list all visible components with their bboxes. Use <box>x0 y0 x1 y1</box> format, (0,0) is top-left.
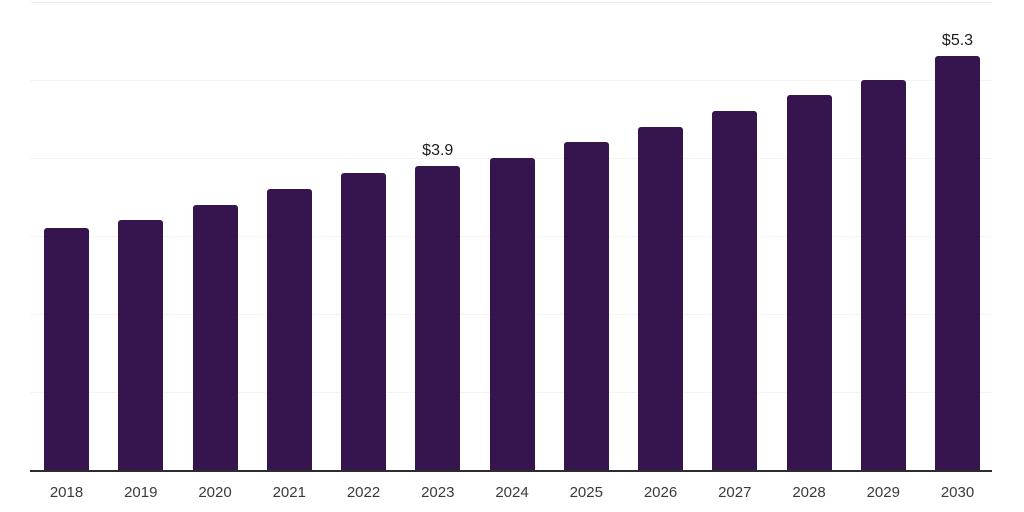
x-tick-label-2020: 2020 <box>198 484 232 501</box>
x-tick-label-2025: 2025 <box>569 484 603 501</box>
bar-value-label-2023: $3.9 <box>422 141 454 159</box>
bar-2023 <box>415 165 461 471</box>
bar-2022 <box>341 173 386 471</box>
bar-2028 <box>786 95 832 471</box>
bar-2027 <box>712 110 758 471</box>
bar-2021 <box>266 189 312 471</box>
bar-2019 <box>118 220 164 471</box>
gridline-6 <box>30 1 992 3</box>
x-tick-label-2029: 2029 <box>866 484 900 501</box>
x-axis-line <box>30 469 992 472</box>
bar-2018 <box>44 228 89 471</box>
x-tick-label-2022: 2022 <box>346 484 381 501</box>
x-tick-label-2026: 2026 <box>643 484 678 501</box>
x-tick-label-2028: 2028 <box>792 484 826 501</box>
bar-2030 <box>935 56 980 471</box>
bar-2029 <box>860 79 906 471</box>
bar-2025 <box>563 142 609 471</box>
x-tick-label-2023: 2023 <box>421 484 455 501</box>
bar-2026 <box>638 126 683 471</box>
bar-2024 <box>489 157 535 471</box>
x-tick-label-2024: 2024 <box>495 484 529 501</box>
bar-2020 <box>192 204 238 471</box>
gridline-5 <box>30 79 992 81</box>
x-tick-label-2021: 2021 <box>272 484 306 501</box>
bar-value-label-2030: $5.3 <box>941 32 974 50</box>
x-tick-label-2019: 2019 <box>124 484 158 501</box>
x-tick-label-2027: 2027 <box>718 484 752 501</box>
x-tick-label-2030: 2030 <box>940 484 975 501</box>
x-tick-label-2018: 2018 <box>49 484 84 501</box>
